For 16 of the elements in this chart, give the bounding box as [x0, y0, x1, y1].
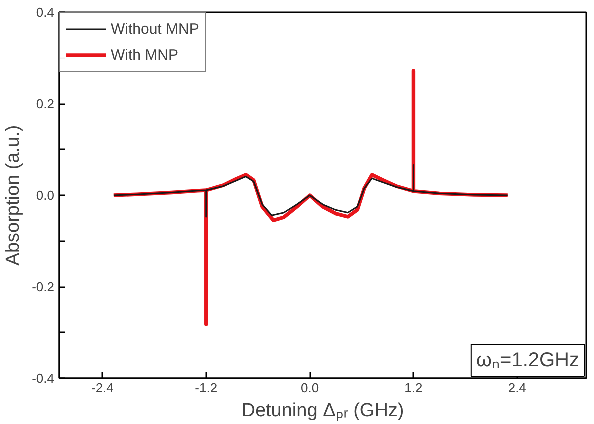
line-series	[113, 164, 509, 218]
y-tick-label: 0.2	[36, 96, 55, 112]
x-tick-label: -1.2	[195, 380, 218, 396]
x-axis-title: Detuning Δₚᵣ (GHz)	[242, 400, 404, 422]
x-tick-label: 2.4	[508, 380, 526, 396]
x-tick-label: 0.0	[301, 380, 320, 396]
annotation: ωₙ=1.2GHz	[476, 350, 580, 372]
y-tick-label: -0.2	[32, 280, 55, 294]
y-tick-label: 0.0	[36, 188, 55, 203]
legend-label: Without MNP	[111, 20, 200, 38]
y-tick-label: 0.4	[36, 5, 55, 20]
x-tick-label: -2.4	[91, 380, 114, 396]
y-axis-title: Absorption (a.u.)	[3, 125, 24, 266]
y-tick-label: -0.4	[32, 371, 55, 386]
legend-label: With MNP	[111, 46, 178, 64]
x-tick-label: 1.2	[404, 380, 423, 396]
